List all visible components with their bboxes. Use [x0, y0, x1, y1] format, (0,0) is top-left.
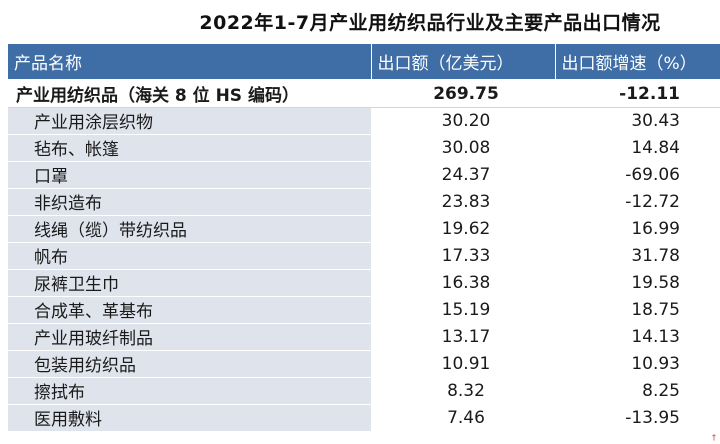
table-title: 2022年1-7月产业用纺织品行业及主要产品出口情况: [199, 12, 661, 34]
table-row: 包装用纺织品 10.91 10.93: [8, 350, 720, 378]
export-table: 产品名称 出口额（亿美元） 出口额增速（%） 产业用纺织品（海关 8 位 HS …: [8, 44, 720, 432]
table-row: 产业用涂层织物 30.20 30.43: [8, 107, 720, 135]
table-row: 产业用玻纤制品 13.17 14.13: [8, 323, 720, 351]
row-export-value: 7.46: [371, 404, 555, 432]
row-export-value: 30.20: [371, 107, 555, 135]
row-export-growth: 16.99: [555, 215, 720, 243]
table-row: 线绳（缆）带纺织品 19.62 16.99: [8, 215, 720, 243]
row-export-value: 16.38: [371, 269, 555, 297]
row-product-name: 包装用纺织品: [8, 350, 371, 378]
row-product-name: 口罩: [8, 161, 371, 189]
total-row: 产业用纺织品（海关 8 位 HS 编码） 269.75 -12.11: [8, 80, 720, 108]
row-export-value: 15.19: [371, 296, 555, 324]
row-product-name: 尿裤卫生巾: [8, 269, 371, 297]
table-row: 擦拭布 8.32 8.25: [8, 377, 720, 405]
total-growth: -12.11: [555, 80, 720, 108]
table-row: 毡布、帐篷 30.08 14.84: [8, 134, 720, 162]
row-export-growth: 14.84: [555, 134, 720, 162]
table-row: 合成革、革基布 15.19 18.75: [8, 296, 720, 324]
row-product-name: 产业用玻纤制品: [8, 323, 371, 351]
total-name: 产业用纺织品（海关 8 位 HS 编码）: [8, 80, 371, 108]
corner-mark-icon: †: [712, 433, 716, 442]
row-product-name: 帆布: [8, 242, 371, 270]
row-product-name: 非织造布: [8, 188, 371, 216]
row-export-value: 24.37: [371, 161, 555, 189]
table-row: 非织造布 23.83 -12.72: [8, 188, 720, 216]
row-export-growth: -12.72: [555, 188, 720, 216]
table-row: 医用敷料 7.46 -13.95: [8, 404, 720, 432]
row-export-growth: 30.43: [555, 107, 720, 135]
row-export-value: 23.83: [371, 188, 555, 216]
table-header: 产品名称 出口额（亿美元） 出口额增速（%）: [8, 44, 720, 81]
row-product-name: 擦拭布: [8, 377, 371, 405]
row-export-value: 30.08: [371, 134, 555, 162]
row-export-growth: 18.75: [555, 296, 720, 324]
row-product-name: 医用敷料: [8, 404, 371, 432]
row-export-growth: 14.13: [555, 323, 720, 351]
row-export-growth: 19.58: [555, 269, 720, 297]
row-export-growth: -69.06: [555, 161, 720, 189]
header-product-name: 产品名称: [8, 44, 372, 81]
row-product-name: 线绳（缆）带纺织品: [8, 215, 371, 243]
row-export-value: 19.62: [371, 215, 555, 243]
row-export-value: 10.91: [371, 350, 555, 378]
row-export-value: 17.33: [371, 242, 555, 270]
row-export-growth: -13.95: [555, 404, 720, 432]
row-export-growth: 8.25: [555, 377, 720, 405]
row-export-value: 13.17: [371, 323, 555, 351]
total-value: 269.75: [371, 80, 555, 108]
row-export-growth: 10.93: [555, 350, 720, 378]
header-export-value: 出口额（亿美元）: [371, 44, 556, 81]
row-export-value: 8.32: [371, 377, 555, 405]
table-row: 尿裤卫生巾 16.38 19.58: [8, 269, 720, 297]
header-export-growth: 出口额增速（%）: [555, 44, 720, 81]
row-product-name: 产业用涂层织物: [8, 107, 371, 135]
table-row: 口罩 24.37 -69.06: [8, 161, 720, 189]
row-product-name: 合成革、革基布: [8, 296, 371, 324]
table-row: 帆布 17.33 31.78: [8, 242, 720, 270]
row-product-name: 毡布、帐篷: [8, 134, 371, 162]
row-export-growth: 31.78: [555, 242, 720, 270]
header-row: 产品名称 出口额（亿美元） 出口额增速（%）: [8, 44, 720, 81]
table-body: 产业用纺织品（海关 8 位 HS 编码） 269.75 -12.11 产业用涂层…: [8, 80, 720, 432]
